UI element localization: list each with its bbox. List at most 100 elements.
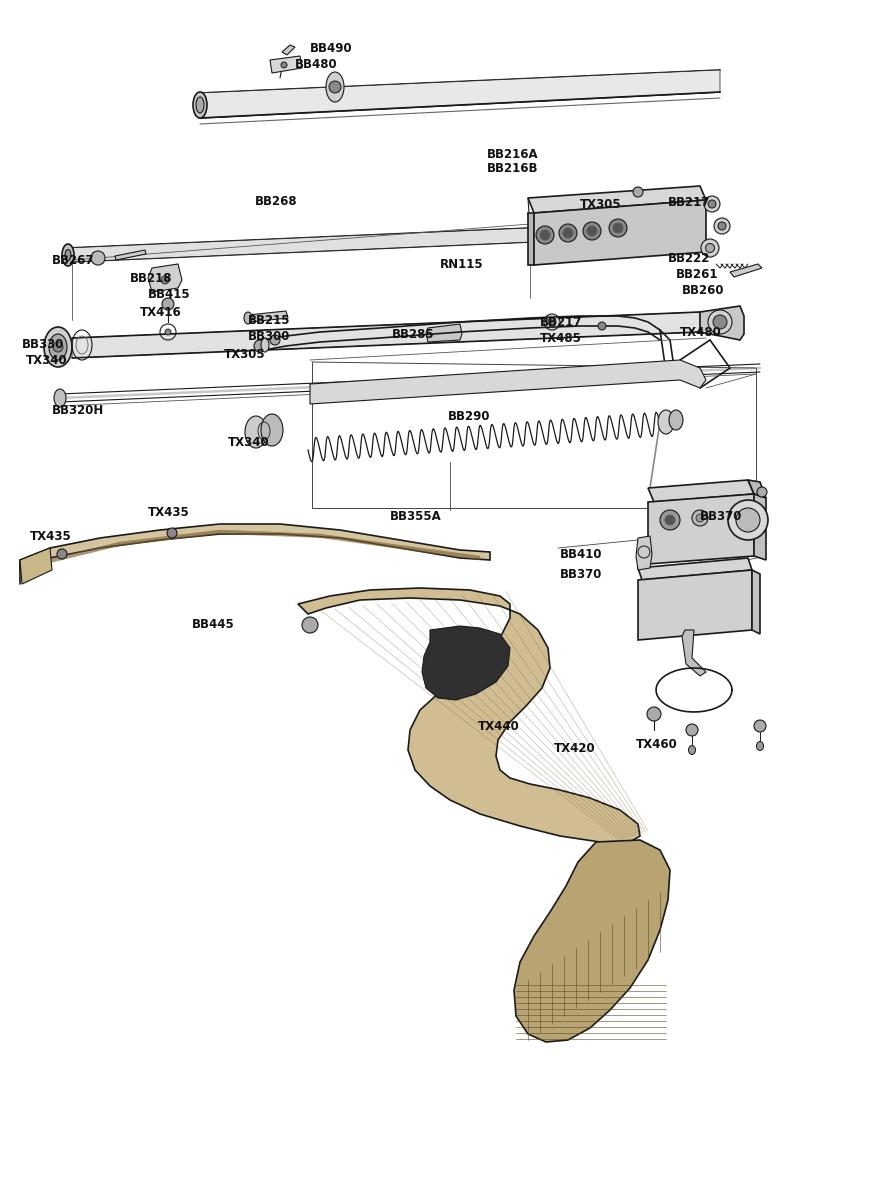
Circle shape: [165, 329, 171, 335]
Ellipse shape: [49, 334, 67, 360]
Ellipse shape: [689, 745, 696, 755]
Polygon shape: [422, 626, 510, 700]
Text: BB218: BB218: [130, 272, 173, 284]
Circle shape: [613, 223, 623, 233]
Ellipse shape: [62, 244, 74, 266]
Polygon shape: [200, 70, 720, 118]
Circle shape: [598, 322, 606, 330]
Polygon shape: [754, 494, 766, 560]
Circle shape: [53, 342, 63, 352]
Text: BB285: BB285: [392, 328, 435, 341]
Text: TX305: TX305: [580, 198, 622, 211]
Ellipse shape: [757, 742, 764, 750]
Polygon shape: [752, 570, 760, 634]
Circle shape: [548, 318, 556, 326]
Polygon shape: [528, 214, 534, 265]
Text: BB222: BB222: [668, 252, 711, 265]
Text: BB260: BB260: [682, 284, 725, 296]
Polygon shape: [648, 480, 754, 502]
Text: BB370: BB370: [700, 510, 742, 523]
Circle shape: [701, 239, 719, 257]
Circle shape: [705, 244, 714, 252]
Text: BB217: BB217: [540, 316, 582, 329]
Polygon shape: [748, 480, 766, 498]
Ellipse shape: [244, 312, 252, 324]
Text: BB370: BB370: [560, 568, 602, 581]
Circle shape: [302, 617, 318, 634]
Circle shape: [692, 510, 708, 526]
Polygon shape: [528, 186, 706, 214]
Polygon shape: [534, 200, 706, 265]
Ellipse shape: [44, 326, 72, 367]
Polygon shape: [514, 840, 670, 1042]
Circle shape: [728, 500, 768, 540]
Text: TX460: TX460: [636, 738, 677, 751]
Text: BB267: BB267: [52, 254, 94, 266]
Circle shape: [162, 298, 174, 310]
Text: TX485: TX485: [540, 332, 582, 346]
Circle shape: [754, 720, 766, 732]
Polygon shape: [68, 228, 530, 262]
Circle shape: [718, 222, 726, 230]
Text: BB480: BB480: [295, 58, 338, 71]
Circle shape: [757, 487, 767, 497]
Polygon shape: [115, 250, 146, 260]
Circle shape: [714, 218, 730, 234]
Circle shape: [559, 224, 577, 242]
Polygon shape: [20, 548, 52, 584]
Circle shape: [704, 196, 720, 212]
Circle shape: [609, 218, 627, 236]
Text: BB355A: BB355A: [390, 510, 442, 523]
Text: BB320H: BB320H: [52, 404, 104, 416]
Text: BB268: BB268: [255, 194, 298, 208]
Text: BB261: BB261: [676, 268, 718, 281]
Polygon shape: [730, 264, 762, 277]
Circle shape: [686, 724, 698, 736]
Circle shape: [696, 514, 704, 522]
Text: BB290: BB290: [448, 410, 491, 422]
Text: TX435: TX435: [148, 506, 189, 518]
Circle shape: [536, 226, 554, 244]
Polygon shape: [426, 324, 462, 342]
Text: BB215: BB215: [248, 314, 291, 326]
Circle shape: [544, 314, 560, 330]
Circle shape: [713, 314, 727, 329]
Text: BB490: BB490: [310, 42, 353, 55]
Text: BB415: BB415: [148, 288, 190, 301]
Circle shape: [270, 335, 280, 346]
Text: BB300: BB300: [248, 330, 291, 343]
Circle shape: [587, 226, 597, 236]
Circle shape: [167, 528, 177, 538]
Text: TX340: TX340: [26, 354, 67, 367]
Circle shape: [708, 200, 716, 208]
Ellipse shape: [65, 250, 71, 260]
Polygon shape: [20, 524, 490, 572]
Ellipse shape: [193, 92, 207, 118]
Circle shape: [57, 550, 67, 559]
Polygon shape: [636, 536, 652, 570]
Polygon shape: [638, 570, 752, 640]
Text: BB410: BB410: [560, 548, 602, 560]
Polygon shape: [638, 558, 752, 580]
Circle shape: [583, 222, 601, 240]
Text: TX305: TX305: [224, 348, 265, 361]
Circle shape: [736, 508, 760, 532]
Polygon shape: [682, 630, 706, 676]
Polygon shape: [270, 56, 302, 73]
Text: TX340: TX340: [228, 436, 270, 449]
Circle shape: [161, 276, 169, 284]
Ellipse shape: [658, 410, 674, 434]
Ellipse shape: [669, 410, 683, 430]
Text: BB445: BB445: [192, 618, 235, 631]
Circle shape: [633, 187, 643, 197]
Polygon shape: [248, 311, 288, 322]
Text: TX420: TX420: [554, 742, 595, 755]
Circle shape: [708, 310, 732, 334]
Text: RN115: RN115: [440, 258, 484, 271]
Text: BB216B: BB216B: [487, 162, 539, 175]
Ellipse shape: [245, 416, 267, 448]
Text: TX416: TX416: [140, 306, 182, 319]
Text: BB217: BB217: [668, 196, 711, 209]
Circle shape: [540, 230, 550, 240]
Circle shape: [91, 251, 105, 265]
